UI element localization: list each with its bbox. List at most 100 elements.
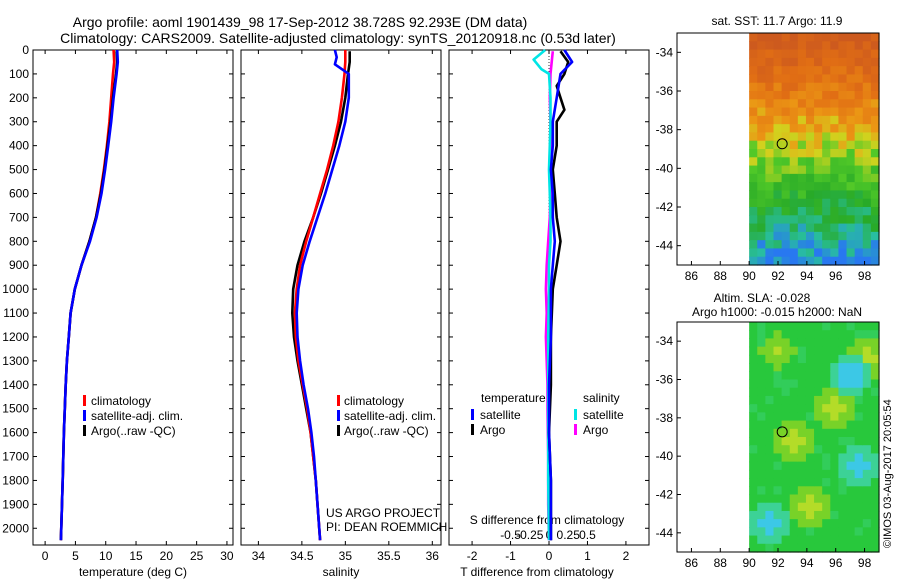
sla-map-cell (773, 330, 783, 340)
sst-map-cell (838, 173, 848, 183)
sla-map-cell (870, 379, 880, 389)
temperature-legend-swatch (83, 410, 86, 421)
sla-map-cell (797, 469, 807, 479)
sla-map-cell (765, 428, 775, 438)
sst-map-cell (781, 182, 791, 192)
sla-map-cell (854, 437, 864, 446)
sla-map-cell (862, 371, 872, 381)
sst-map-cell (789, 182, 799, 192)
sla-map-ytick-label: -44 (656, 526, 674, 540)
sst-map-cell (862, 207, 872, 216)
sla-map-cell (797, 371, 807, 381)
sla-map-subtitle: Argo h1000: -0.015 h2000: NaN (692, 305, 862, 319)
sst-map-cell (757, 248, 766, 258)
sst-map-cell (862, 165, 872, 175)
sla-map-cell (765, 461, 775, 471)
sla-map-cell (838, 461, 848, 471)
difference-xtick-label: -2 (467, 549, 478, 563)
sst-map-cell (822, 256, 831, 266)
sla-map-cell (830, 486, 840, 496)
sst-map-cell (822, 49, 831, 59)
sla-map-cell (822, 469, 831, 479)
sla-map-cell (805, 535, 815, 545)
sst-map-cell (814, 173, 823, 183)
sst-map-cell (797, 107, 807, 117)
sla-map-cell (862, 535, 872, 545)
sst-map-ytick-label: -44 (656, 239, 674, 253)
sst-map-cell (854, 66, 864, 76)
sla-map-cell (757, 494, 766, 504)
sst-map-cell (749, 57, 758, 67)
temperature-xtick-label: 25 (190, 549, 204, 563)
sla-map-cell (749, 387, 758, 397)
sla-map-cell (846, 461, 856, 471)
sst-map-cell (862, 57, 872, 67)
difference-legend-label: Argo (480, 423, 506, 437)
sst-map-cell (789, 240, 799, 250)
sla-map-cell (830, 346, 840, 356)
sst-map-cell (757, 74, 766, 84)
sla-map-cell (773, 519, 783, 528)
sla-map-cell (805, 346, 815, 356)
temperature-ytick-label: 1400 (2, 378, 29, 392)
sst-map-cell (765, 41, 775, 51)
sst-map-cell (854, 256, 864, 266)
sst-map-cell (757, 49, 766, 59)
sst-map-cell (789, 215, 799, 225)
sla-map-cell (781, 330, 791, 340)
sla-map-cell (846, 527, 856, 537)
sst-map-cell (797, 173, 807, 183)
credit-line1: US ARGO PROJECT (326, 506, 441, 520)
salinity-legend-label: satellite-adj. clim. (344, 409, 436, 423)
sla-map-cell (838, 535, 848, 545)
sla-map-cell (838, 371, 848, 381)
sst-map-cell (797, 41, 807, 51)
sla-map-cell (830, 502, 840, 512)
sst-map-cell (789, 223, 799, 233)
sst-map-cell (846, 207, 856, 216)
sst-map-cell (862, 256, 872, 266)
sst-map-cell (797, 182, 807, 192)
sst-map-cell (854, 41, 864, 51)
sst-map-cell (789, 165, 799, 175)
sst-map-cell (822, 165, 831, 175)
temperature-ytick-label: 1600 (2, 426, 29, 440)
sst-map-cell (822, 173, 831, 183)
sst-map-cell (830, 149, 840, 158)
sst-map-cell (854, 49, 864, 59)
sla-map-cell (781, 543, 791, 553)
sla-map-cell (870, 461, 880, 471)
sla-map-cell (830, 469, 840, 479)
sla-map-cell (822, 412, 831, 422)
sst-map-cell (846, 198, 856, 208)
sla-map-cell (870, 420, 880, 430)
sst-map-cell (773, 231, 783, 241)
sst-map-cell (773, 165, 783, 175)
difference-legend-label: satellite (583, 408, 624, 422)
sst-map-cell (846, 173, 856, 183)
sst-map-cell (830, 107, 840, 117)
sst-map-cell (814, 198, 823, 208)
sla-map-cell (781, 478, 791, 487)
sla-map-cell (870, 519, 880, 528)
sla-map-cell (846, 437, 856, 446)
sla-map-cell (781, 486, 791, 496)
sst-map-cell (870, 132, 880, 142)
sla-map-cell (757, 437, 766, 446)
sst-map-cell (749, 256, 758, 266)
watermark: ©IMOS 03-Aug-2017 20:05:54 (882, 399, 894, 548)
sst-map-cell (838, 207, 848, 216)
sla-map-cell (789, 379, 799, 389)
sla-map-cell (846, 519, 856, 528)
sla-map-cell (814, 346, 823, 356)
sst-map-cell (862, 231, 872, 241)
sst-map-cell (822, 115, 831, 125)
sla-map-cell (789, 510, 799, 520)
sst-map-cell (822, 91, 831, 100)
salinity-xlabel: salinity (323, 565, 360, 579)
difference-s-tick-label: -0.5 (500, 528, 521, 542)
sst-map-cell (773, 149, 783, 158)
sst-map-cell (805, 107, 815, 117)
sst-map-cell (773, 182, 783, 192)
sla-map-cell (822, 543, 831, 553)
